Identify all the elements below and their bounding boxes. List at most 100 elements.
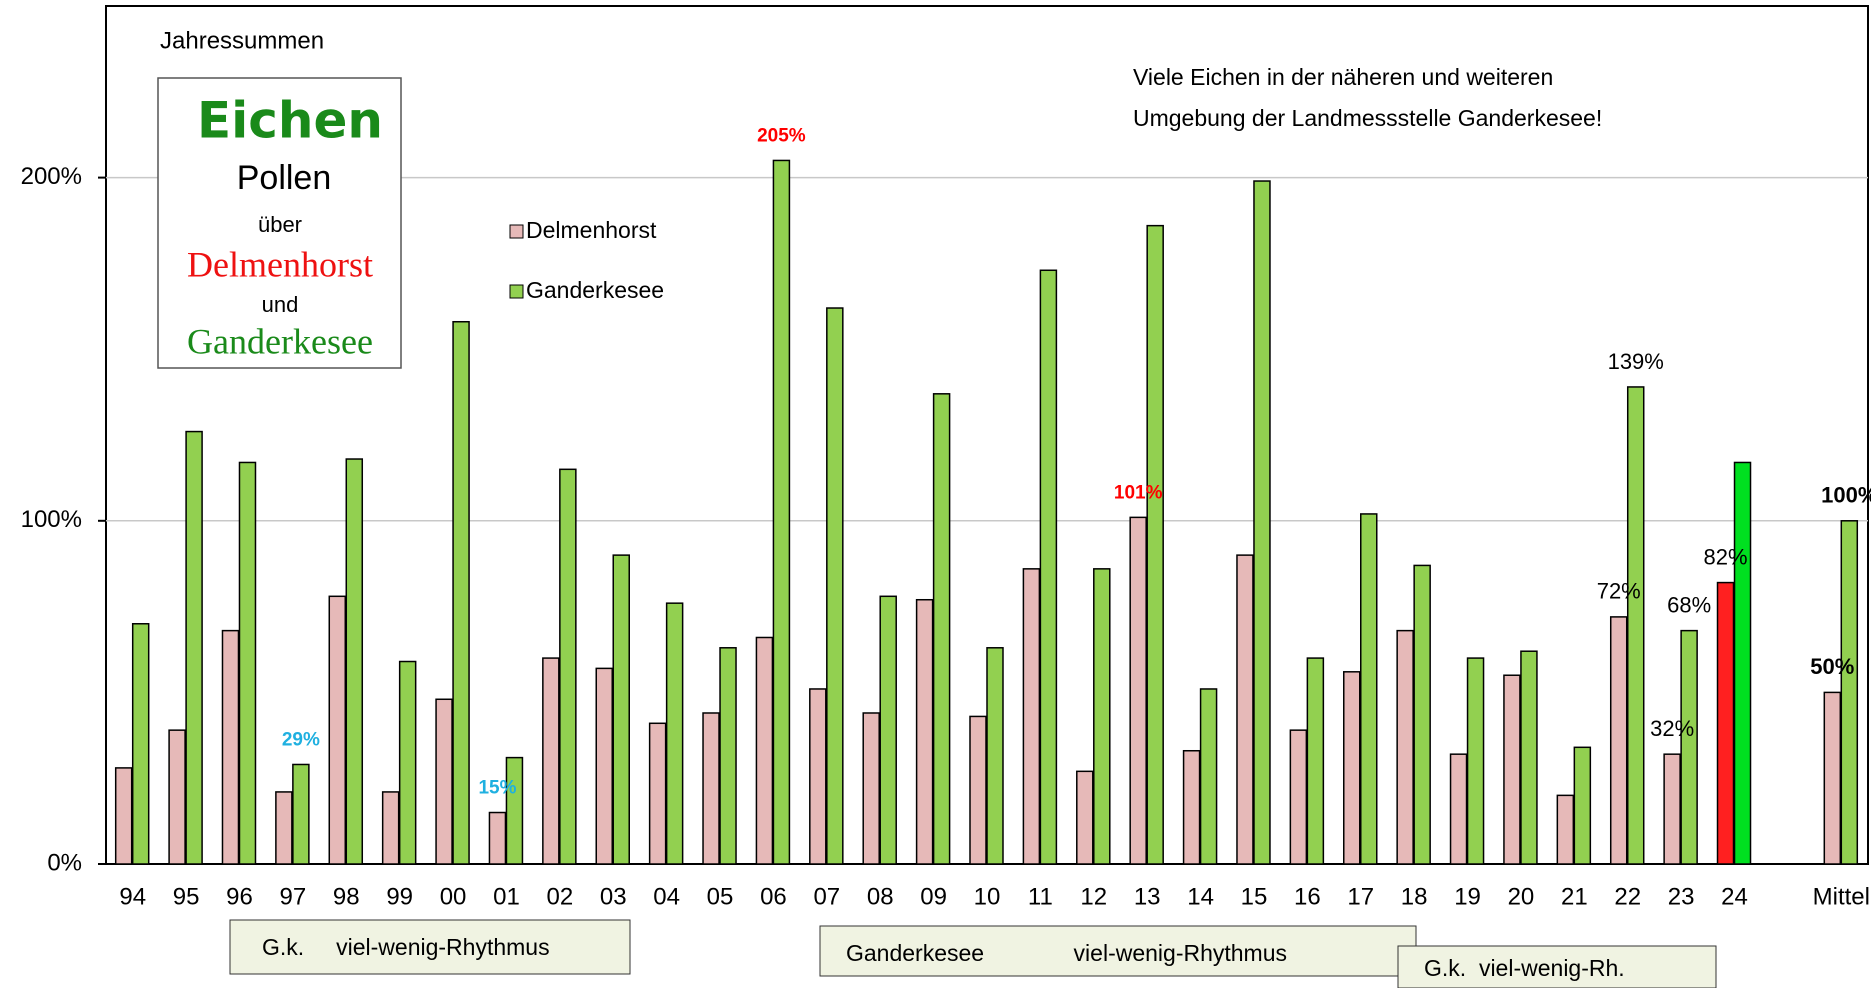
rhythm-box [229,919,631,975]
y-tick-label: 0% [47,849,82,876]
bar [1413,564,1431,865]
box-text: und [262,292,299,317]
legend: Delmenhorst Ganderkesee [509,217,664,303]
bar [452,320,470,865]
bar [1289,729,1308,865]
bar [1680,629,1698,865]
x-tick-label: 98 [333,883,360,910]
bar [702,712,720,865]
bar [185,430,203,865]
bar [292,763,310,865]
bar [1626,386,1645,865]
bar [612,554,630,865]
rhythm-box [819,925,1417,977]
bar [1840,520,1859,865]
bar [1503,674,1521,865]
bar [328,595,347,865]
bar [1556,794,1575,865]
x-tick-label: 11 [1028,883,1053,910]
info-box [157,77,402,369]
bar [665,602,684,865]
bar [114,767,133,865]
x-tick-label: 14 [1187,883,1214,910]
value-label: 139% [1608,349,1664,374]
x-tick-label: 20 [1508,883,1535,910]
bar [648,722,667,865]
bar [1823,691,1842,865]
value-label: 205% [757,125,806,146]
bar [862,712,880,865]
bar [1449,753,1468,865]
bar [826,307,844,865]
x-tick-label: 12 [1080,883,1107,910]
x-tick-label: 19 [1454,883,1481,910]
bar [435,698,453,865]
bar [1039,269,1058,865]
legend-label: Ganderkesee [526,277,664,303]
bar [1146,224,1164,865]
bar [1663,753,1681,865]
value-label: 50% [1810,654,1854,679]
x-tick-label: 97 [280,883,307,910]
bar [559,468,577,865]
bar [488,811,507,865]
bar [986,647,1004,865]
bar [1182,749,1201,865]
bar [1199,688,1218,865]
box-title: Eichen [197,92,383,150]
bar [1360,513,1378,865]
box-text: über [258,212,302,237]
x-tick-label: 24 [1721,883,1748,910]
x-tick-label: 17 [1347,883,1374,910]
bar [221,629,240,865]
bar [1573,746,1592,865]
legend-swatch [509,284,524,299]
rhythm-box [1397,945,1717,988]
bar [1253,180,1271,865]
bar [1396,629,1414,865]
x-tick-label: Mittel [1813,883,1870,910]
box-text: Ganderkesee [187,321,373,361]
x-tick-label: 00 [440,883,467,910]
x-tick-label: 15 [1241,883,1268,910]
bar [755,636,774,865]
x-tick-label: 09 [920,883,947,910]
bar [1343,671,1361,865]
x-tick-label: 13 [1134,883,1161,910]
bar [381,791,400,865]
bar [275,791,293,865]
y-tick-label: 100% [21,506,82,533]
rhythm-text: Ganderkesee viel-wenig-Rhythmus [846,940,1287,966]
x-tick-label: 22 [1614,883,1641,910]
x-tick-label: 94 [119,883,146,910]
x-tick-label: 95 [173,883,200,910]
bar [879,595,897,865]
y-tick-label: 200% [21,163,82,190]
value-label: 100% [1821,483,1871,508]
value-label: 32% [1650,716,1694,741]
bar [505,756,524,865]
x-tick-label: 10 [974,883,1001,910]
box-text: Pollen [237,159,332,197]
bar [1076,770,1094,865]
rhythm-text: G.k. viel-wenig-Rh. [1424,955,1625,981]
x-tick-label: 03 [600,883,627,910]
bar [932,393,951,865]
bar [131,623,150,865]
bar [1022,568,1041,865]
box-text: Delmenhorst [187,244,373,284]
x-tick-label: 96 [226,883,253,910]
value-label: 101% [1114,482,1163,503]
x-tick-label: 05 [707,883,734,910]
x-tick-label: 04 [653,883,680,910]
subtitle: Jahressummen [160,27,324,54]
note: Viele Eichen in der näheren und weiteren [1133,64,1553,90]
bar [595,667,613,865]
bar [969,715,987,865]
x-tick-label: 07 [813,883,840,910]
bar [772,159,791,865]
bar [719,647,737,865]
bar [1129,516,1147,865]
value-label: 15% [478,778,516,799]
